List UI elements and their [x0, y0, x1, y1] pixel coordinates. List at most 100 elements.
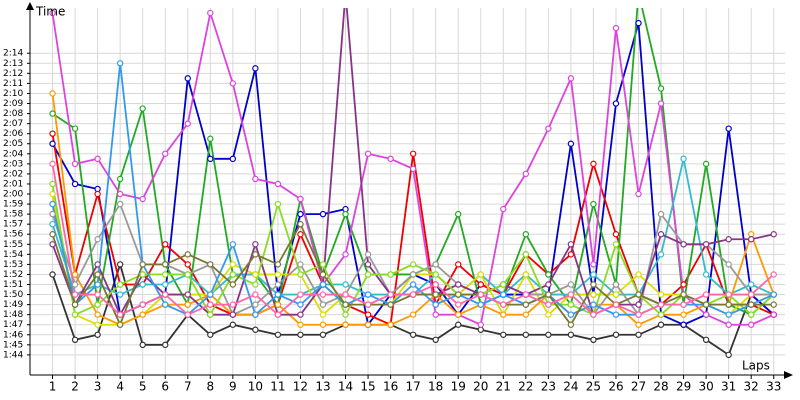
data-point — [702, 160, 710, 168]
x-tick-label: 2 — [71, 380, 79, 394]
data-point — [342, 301, 349, 308]
data-point — [387, 271, 394, 278]
data-point — [297, 210, 304, 218]
data-point — [432, 261, 439, 268]
data-point — [49, 180, 56, 188]
data-point — [409, 261, 417, 268]
x-tick-label: 7 — [184, 380, 192, 394]
data-point — [94, 321, 101, 328]
data-point — [94, 190, 101, 198]
x-tick-label: 3 — [94, 380, 102, 394]
data-point — [455, 281, 462, 288]
data-point — [94, 311, 101, 318]
data-point — [702, 336, 710, 344]
data-point — [567, 321, 575, 328]
data-point — [567, 241, 575, 248]
data-point — [94, 236, 101, 243]
data-point — [500, 281, 507, 288]
data-point — [500, 205, 507, 213]
data-point — [274, 291, 282, 298]
data-point — [590, 281, 597, 288]
data-point — [139, 341, 146, 349]
y-tick-label: 1:52 — [3, 270, 23, 280]
data-point — [71, 301, 79, 308]
data-point — [162, 301, 169, 308]
data-point — [184, 251, 191, 258]
data-point — [409, 271, 417, 278]
data-point — [409, 331, 417, 338]
data-point — [364, 271, 372, 278]
data-point — [612, 301, 620, 308]
y-tick-label: 1:45 — [3, 340, 23, 350]
y-axis-title: Time — [35, 5, 65, 19]
y-tick-label: 1:49 — [3, 300, 23, 310]
data-point — [567, 331, 575, 338]
data-point — [297, 311, 304, 318]
data-point — [252, 241, 259, 248]
data-point — [162, 261, 169, 268]
data-point — [657, 311, 665, 318]
data-point — [545, 331, 552, 338]
y-tick-label: 1:58 — [3, 210, 23, 220]
data-point — [432, 301, 439, 308]
data-point — [229, 311, 237, 318]
x-tick-label: 23 — [541, 380, 556, 394]
y-tick-label: 2:07 — [3, 119, 23, 129]
data-point — [274, 271, 282, 278]
x-tick-label: 19 — [451, 380, 466, 394]
data-point — [297, 271, 304, 278]
data-point — [522, 170, 530, 178]
data-point — [49, 90, 56, 97]
data-point — [770, 231, 777, 238]
data-point — [229, 261, 237, 268]
data-point — [612, 281, 620, 288]
data-point — [545, 311, 552, 318]
data-point — [635, 311, 642, 318]
y-tick-label: 2:01 — [3, 179, 23, 189]
y-tick-label: 2:06 — [3, 129, 23, 139]
data-point — [116, 261, 124, 268]
data-point — [319, 321, 327, 328]
data-point — [657, 100, 665, 107]
data-point — [477, 321, 484, 328]
data-point — [364, 251, 372, 258]
data-point — [702, 301, 710, 308]
data-point — [297, 195, 304, 203]
data-point — [477, 326, 484, 333]
data-point — [94, 261, 101, 268]
data-point — [747, 311, 755, 318]
data-point — [274, 180, 282, 188]
data-point — [522, 271, 530, 278]
data-point — [184, 291, 191, 298]
data-point — [116, 321, 124, 328]
data-point — [680, 301, 687, 308]
x-tick-label: 4 — [116, 380, 124, 394]
data-point — [455, 321, 462, 328]
data-point — [229, 155, 237, 163]
data-point — [545, 281, 552, 288]
data-point — [274, 281, 282, 288]
data-point — [455, 311, 462, 318]
x-tick-label: 32 — [744, 380, 759, 394]
data-point — [116, 60, 124, 67]
data-point — [49, 9, 56, 17]
data-point — [612, 100, 620, 107]
data-point — [71, 281, 79, 288]
data-point — [747, 236, 755, 243]
data-point — [162, 241, 169, 248]
data-point — [409, 150, 417, 157]
x-tick-label: 24 — [563, 380, 578, 394]
data-point — [229, 241, 237, 248]
data-point — [184, 301, 191, 308]
data-point — [184, 120, 191, 127]
data-point — [409, 281, 417, 288]
data-point — [590, 271, 597, 278]
x-tick-label: 29 — [676, 380, 691, 394]
data-point — [500, 311, 507, 318]
data-point — [229, 281, 237, 288]
data-point — [319, 261, 327, 268]
data-point — [252, 281, 259, 288]
data-point — [612, 331, 620, 338]
data-point — [229, 271, 237, 278]
data-point — [702, 311, 710, 318]
